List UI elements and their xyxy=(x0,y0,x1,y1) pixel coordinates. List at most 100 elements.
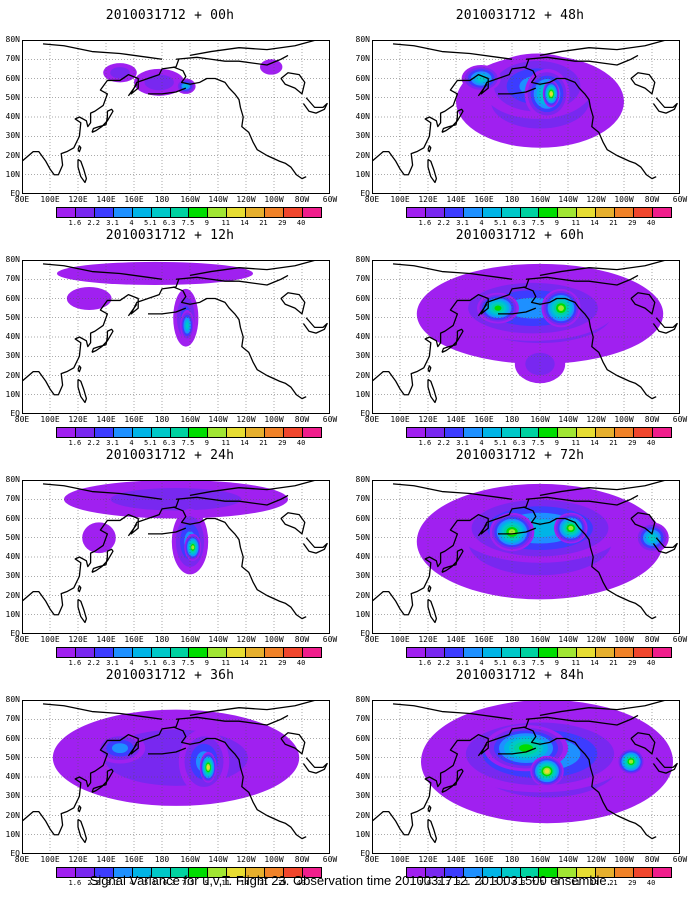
colorbar-label: 6.3 xyxy=(162,879,176,887)
colorbar-swatch xyxy=(132,868,152,877)
coastline xyxy=(189,700,317,717)
colorbar-label: 11 xyxy=(221,219,230,227)
longitude-label: 180 xyxy=(504,415,520,424)
coastline xyxy=(77,598,88,624)
coastline xyxy=(175,274,289,286)
latitude-label: 30N xyxy=(355,131,370,141)
latitude-label: EQ xyxy=(360,849,370,858)
longitude-label: 100E xyxy=(390,415,410,424)
colorbar-label: 2.2 xyxy=(437,219,451,227)
longitude-label: 120E xyxy=(418,195,438,204)
latitude-label: EQ xyxy=(10,629,20,638)
colorbar-swatch xyxy=(113,648,133,657)
longitude-label: 180 xyxy=(154,855,170,864)
colorbar xyxy=(406,207,672,218)
latitude-label: 10N xyxy=(355,609,370,619)
colorbar-swatch xyxy=(284,648,303,657)
colorbar-swatch xyxy=(425,428,445,437)
variance-contour xyxy=(549,92,553,96)
coastline xyxy=(42,703,163,720)
colorbar-swatch xyxy=(444,208,464,217)
colorbar-swatch xyxy=(302,208,321,217)
coastline xyxy=(630,512,656,535)
coastline xyxy=(172,726,307,840)
colorbar-label: 1.6 xyxy=(418,439,432,447)
colorbar-label: 40 xyxy=(296,659,306,667)
latitude-label: 10N xyxy=(5,169,20,179)
coastline xyxy=(175,54,289,66)
longitude-label: 100E xyxy=(40,195,60,204)
panel-title: 2010031712 + 00h xyxy=(105,8,235,23)
coastline xyxy=(525,54,639,66)
coastline xyxy=(427,378,438,404)
colorbar-swatch xyxy=(501,648,521,657)
longitude-label: 120W xyxy=(236,195,256,204)
colorbar-swatch xyxy=(113,208,133,217)
longitude-label: 160E xyxy=(124,415,144,424)
colorbar-label: 29 xyxy=(628,439,637,447)
colorbar-swatch xyxy=(558,208,578,217)
colorbar-swatch xyxy=(113,428,133,437)
colorbar-label: 9 xyxy=(204,879,209,887)
coastline xyxy=(42,263,163,280)
colorbar-label: 14 xyxy=(590,659,599,667)
coastline xyxy=(539,700,667,717)
latitude-label: 60N xyxy=(355,513,370,523)
coastline xyxy=(441,768,464,793)
latitude-label: EQ xyxy=(360,629,370,638)
colorbar-label: 40 xyxy=(296,219,306,227)
longitude-label: 60W xyxy=(322,855,338,864)
colorbar-swatch xyxy=(615,648,635,657)
longitude-label: 160E xyxy=(474,415,494,424)
longitude-label: 120W xyxy=(586,195,606,204)
latitude-label: 60N xyxy=(5,733,20,743)
longitude-label: 140W xyxy=(558,855,578,864)
coastline xyxy=(392,263,513,280)
latitude-label: 10N xyxy=(5,609,20,619)
longitude-label: 140W xyxy=(208,635,228,644)
colorbar-label: 3.1 xyxy=(106,439,119,447)
coastline xyxy=(77,805,82,813)
colorbar-swatch xyxy=(170,868,190,877)
coastline xyxy=(189,260,317,277)
latitude-label: 10N xyxy=(5,389,20,399)
colorbar-swatch xyxy=(634,868,653,877)
coastline xyxy=(539,480,667,497)
colorbar-swatch xyxy=(57,648,76,657)
coastline xyxy=(522,506,657,620)
colorbar-label: 1.6 xyxy=(68,879,82,887)
colorbar-label: 7.5 xyxy=(181,439,195,447)
longitude-label: 120E xyxy=(418,415,438,424)
longitude-label: 80W xyxy=(644,415,660,424)
colorbar-label: 40 xyxy=(296,439,306,447)
longitude-label: 100E xyxy=(40,415,60,424)
latitude-label: 20N xyxy=(5,590,20,600)
longitude-label: 160E xyxy=(474,855,494,864)
latitude-label: 80N xyxy=(5,695,20,704)
colorbar-label: 9 xyxy=(554,879,559,887)
coastline xyxy=(77,585,82,593)
colorbar-swatch xyxy=(75,208,95,217)
panel-title: 2010031712 + 12h xyxy=(105,228,235,243)
colorbar-swatch xyxy=(463,208,483,217)
coastline xyxy=(392,703,513,720)
coastline xyxy=(498,527,537,535)
latitude-label: 80N xyxy=(5,475,20,484)
coastline xyxy=(630,292,656,315)
coastline xyxy=(477,83,488,97)
colorbar xyxy=(56,427,322,438)
colorbar-swatch xyxy=(151,208,171,217)
longitude-label: 100E xyxy=(40,635,60,644)
colorbar-swatch xyxy=(265,648,285,657)
latitude-label: 80N xyxy=(5,255,20,264)
colorbar-label: 7.5 xyxy=(531,219,545,227)
longitude-label: 160E xyxy=(124,195,144,204)
longitude-label: 140E xyxy=(96,415,116,424)
coastline xyxy=(77,365,82,373)
coastline xyxy=(77,818,88,844)
coastline xyxy=(148,747,187,755)
longitude-label: 140E xyxy=(446,415,466,424)
colorbar xyxy=(56,647,322,658)
colorbar-label: 29 xyxy=(278,439,287,447)
colorbar-label: 14 xyxy=(590,879,599,887)
